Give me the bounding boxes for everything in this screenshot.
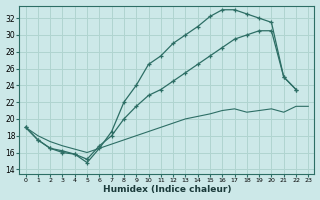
- X-axis label: Humidex (Indice chaleur): Humidex (Indice chaleur): [103, 185, 231, 194]
